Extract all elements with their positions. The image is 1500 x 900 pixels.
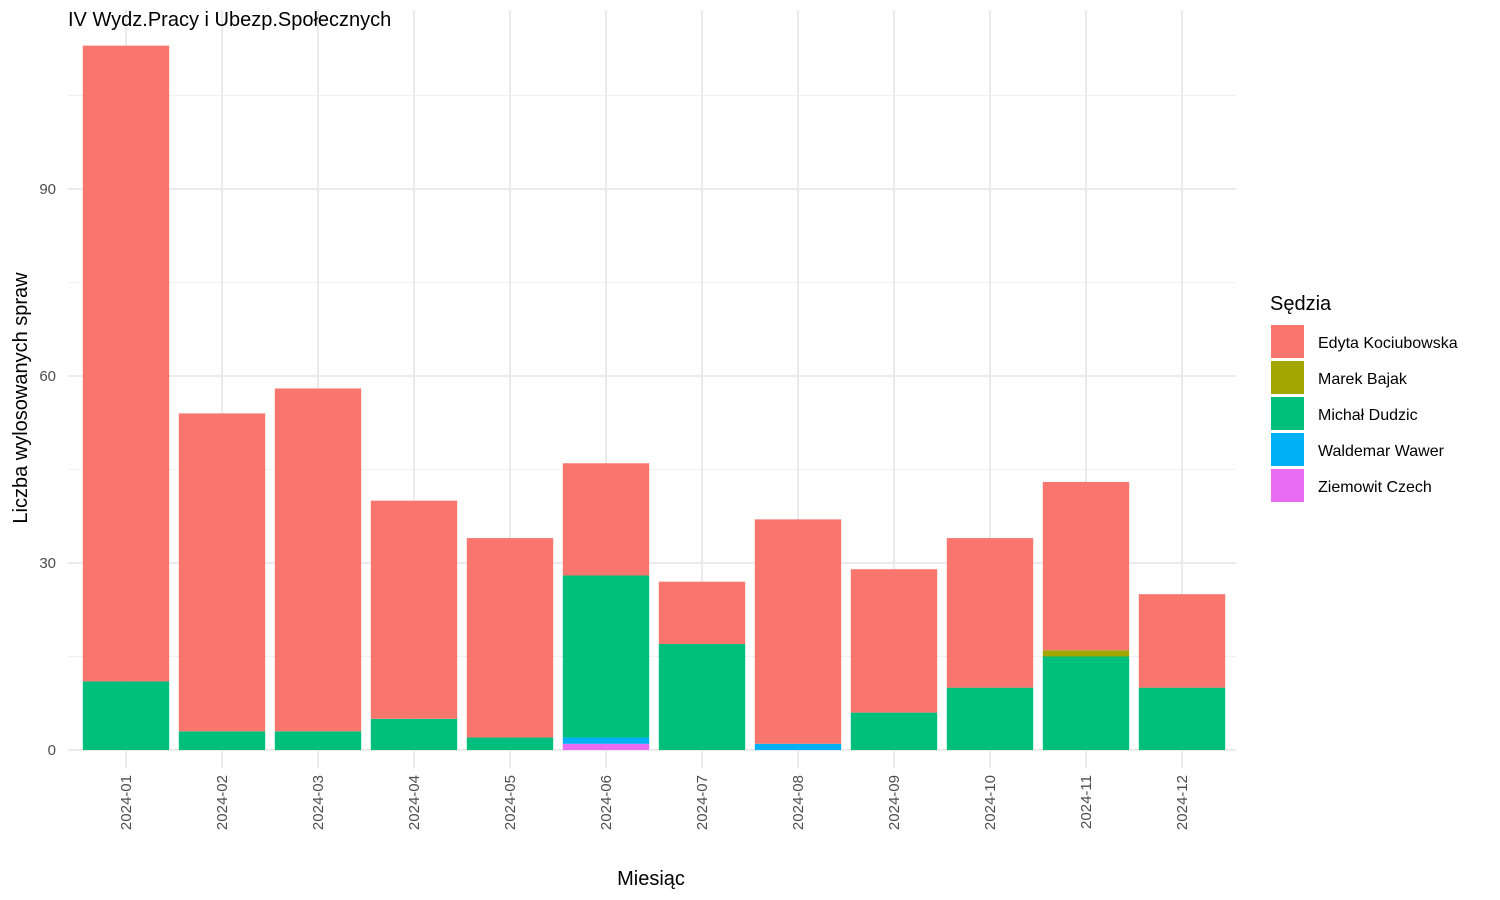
bar-segment	[754, 519, 842, 744]
bar-segment	[1138, 594, 1226, 688]
bar-segment	[946, 538, 1034, 688]
bar-segment	[562, 463, 650, 576]
bar-segment	[562, 743, 650, 750]
bar-segment	[1042, 481, 1130, 651]
x-axis-title: Miesiąc	[617, 868, 685, 890]
legend-swatch	[1271, 325, 1304, 358]
bar-segment	[370, 500, 458, 719]
legend-swatch	[1271, 397, 1304, 430]
bar-segment	[562, 737, 650, 744]
legend-swatch	[1271, 433, 1304, 466]
x-tick-label: 2024-03	[310, 775, 327, 830]
legend-swatch	[1271, 469, 1304, 502]
bar-segment	[562, 575, 650, 738]
y-tick-label: 90	[39, 181, 56, 198]
legend-label: Ziemowit Czech	[1318, 479, 1432, 496]
x-tick-label: 2024-02	[214, 775, 231, 830]
bar-segment	[658, 644, 746, 750]
x-tick-label: 2024-06	[598, 775, 615, 830]
x-tick-label: 2024-07	[694, 775, 711, 830]
y-axis-title: Liczba wylosowanych spraw	[10, 272, 32, 524]
legend-label: Marek Bajak	[1318, 371, 1408, 388]
bar-segment	[82, 681, 170, 750]
bar-segment	[274, 388, 362, 732]
bar-segment	[850, 569, 938, 713]
bar-segment	[1138, 687, 1226, 750]
bar-segment	[178, 731, 266, 750]
legend: Sędzia Edyta Kociubowska Marek Bajak Micha…	[1270, 293, 1458, 502]
x-tick-label: 2024-05	[502, 775, 519, 830]
bar-segment	[754, 743, 842, 750]
x-tick-label: 2024-01	[118, 775, 135, 830]
y-tick-label: 30	[39, 555, 56, 572]
legend-label: Michał Dudzic	[1318, 407, 1418, 424]
y-tick-label: 0	[48, 742, 56, 759]
bar-segment	[274, 731, 362, 750]
x-tick-label: 2024-04	[406, 775, 423, 830]
bar-segment	[466, 737, 554, 750]
bar-segment	[1042, 656, 1130, 750]
x-tick-label: 2024-10	[982, 775, 999, 830]
bar-segment	[370, 718, 458, 750]
x-tick-label: 2024-09	[886, 775, 903, 830]
legend-title: Sędzia	[1270, 293, 1332, 315]
legend-swatch	[1271, 361, 1304, 394]
legend-label: Edyta Kociubowska	[1318, 335, 1458, 352]
chart-title: IV Wydz.Pracy i Ubezp.Społecznych	[68, 9, 391, 31]
y-tick-label: 60	[39, 368, 56, 385]
x-tick-label: 2024-08	[790, 775, 807, 830]
bar-segment	[466, 538, 554, 738]
bar-segment	[178, 413, 266, 732]
bar-segment	[1042, 650, 1130, 657]
bars	[82, 45, 1226, 750]
bar-segment	[658, 581, 746, 645]
x-tick-label: 2024-11	[1078, 775, 1095, 829]
bar-segment	[82, 45, 170, 682]
bar-segment	[946, 687, 1034, 750]
x-tick-label: 2024-12	[1174, 775, 1191, 830]
x-axis-ticks: 2024-01 2024-02 2024-03 2024-04 2024-05 2024-…	[118, 775, 1191, 830]
legend-label: Waldemar Wawer	[1318, 443, 1445, 460]
y-axis-ticks: 0 30 60 90	[39, 181, 56, 759]
bar-segment	[850, 712, 938, 750]
